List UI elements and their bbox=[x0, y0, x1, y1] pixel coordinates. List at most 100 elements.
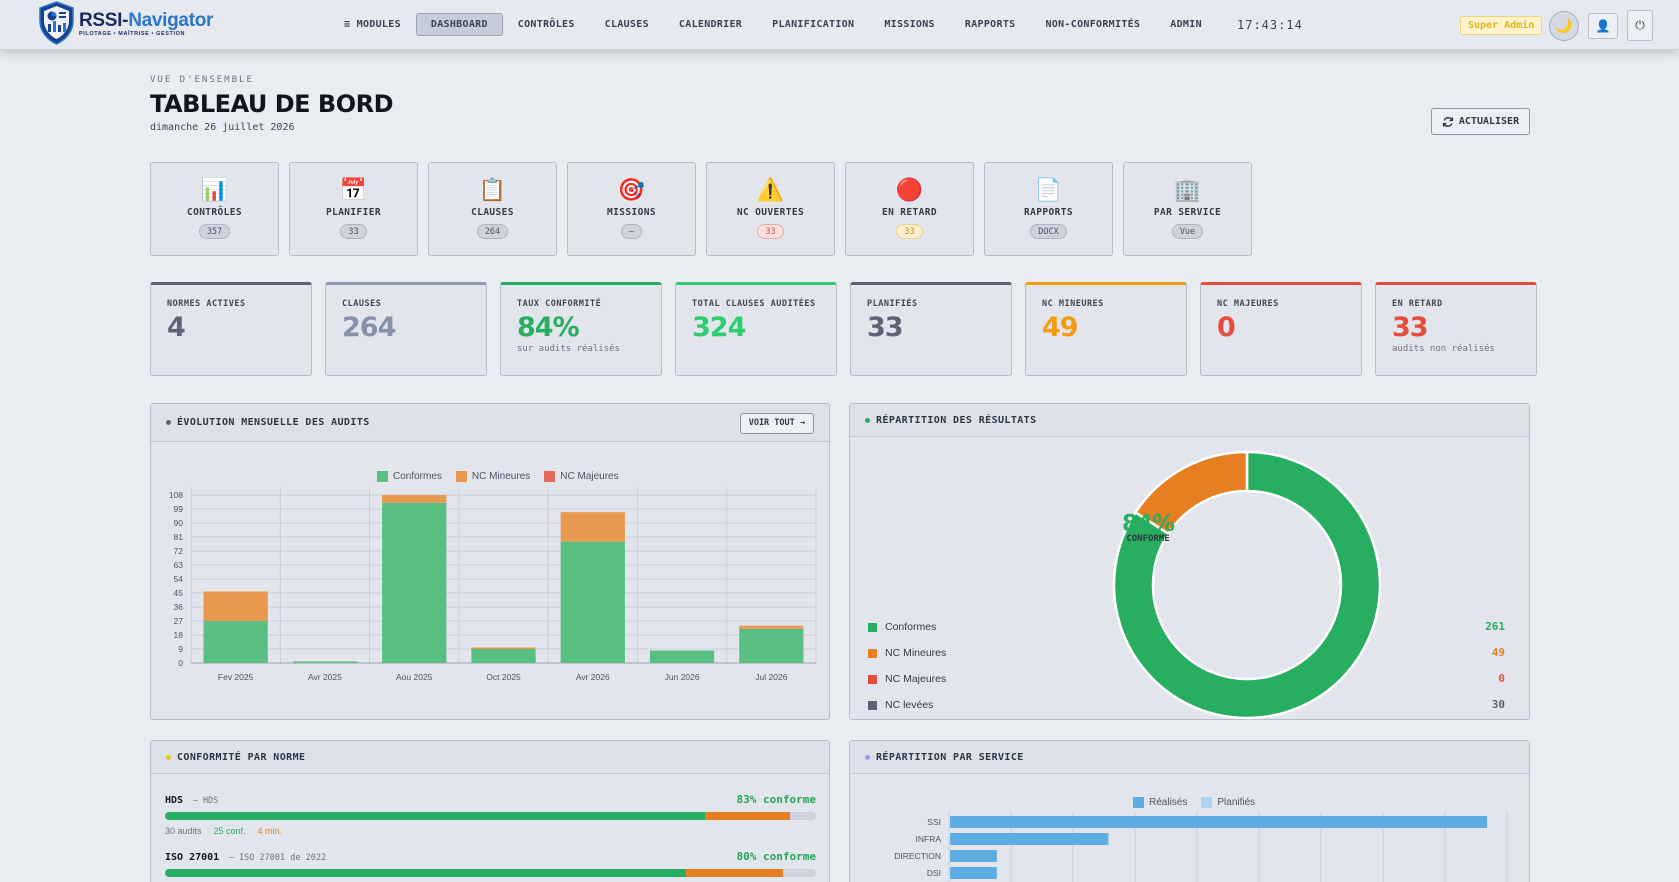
bar-realises-direction[interactable] bbox=[950, 850, 997, 862]
theme-toggle-button[interactable]: 🌙 bbox=[1549, 11, 1579, 41]
legend-item-planifies[interactable]: Planifiés bbox=[1201, 797, 1255, 808]
norm-row-iso-27001[interactable]: ISO 27001 — ISO 27001 de 2022 80% confor… bbox=[165, 845, 816, 882]
y-tick-label: INFRA bbox=[916, 834, 942, 844]
bar-conformes-avr-2025[interactable] bbox=[292, 661, 358, 663]
panel-header: ÉVOLUTION MENSUELLE DES AUDITS VOIR TOUT… bbox=[151, 404, 829, 442]
service-panel: RÉPARTITION PAR SERVICE Réalisés Planifié… bbox=[849, 740, 1530, 882]
monthly-audits-chart: 0 9 18 27 36 45 54 63 72 81 90 99 108 Fev 2025 Avr 202… bbox=[169, 487, 817, 682]
tile-count-badge: Vue bbox=[1171, 224, 1204, 239]
donut-legend-nc-mineures[interactable]: NC Mineures 49 bbox=[868, 640, 1505, 666]
refresh-button[interactable]: ACTUALISER bbox=[1431, 108, 1530, 135]
top-navbar: RSSI-Navigator PILOTAGE • MAÎTRISE • GES… bbox=[0, 0, 1679, 50]
module-tile-par-service[interactable]: 🏢 PAR SERVICE Vue bbox=[1123, 162, 1252, 256]
page-title: TABLEAU DE BORD bbox=[150, 90, 394, 118]
y-tick-label: 72 bbox=[174, 546, 184, 556]
tile-count-badge: – bbox=[620, 224, 643, 239]
user-button[interactable]: 👤 bbox=[1588, 13, 1618, 39]
nav-item-calendrier[interactable]: CALENDRIER bbox=[678, 19, 743, 30]
legend-item-nc-majeures[interactable]: NC Majeures bbox=[544, 471, 619, 482]
nav-item-modules[interactable]: ≡ MODULES bbox=[344, 19, 401, 30]
brand-logo[interactable]: RSSI-Navigator PILOTAGE • MAÎTRISE • GES… bbox=[38, 0, 213, 46]
stat-label: NC MINEURES bbox=[1042, 299, 1104, 309]
donut-legend-nc-levees[interactable]: NC levées 30 bbox=[868, 692, 1505, 718]
legend-item-nc-mineures[interactable]: NC Mineures bbox=[455, 471, 530, 482]
see-all-button[interactable]: VOIR TOUT → bbox=[739, 413, 814, 434]
module-tile-controles[interactable]: 📊 CONTRÔLES 357 bbox=[150, 162, 279, 256]
y-tick-label: 9 bbox=[178, 644, 183, 654]
bar-conformes-oct-2025[interactable] bbox=[471, 649, 536, 663]
refresh-label: ACTUALISER bbox=[1458, 116, 1520, 127]
bar-realises-infra[interactable] bbox=[950, 833, 1109, 845]
bar-conformes-fev-2025[interactable] bbox=[203, 621, 268, 663]
shield-logo-icon bbox=[39, 1, 74, 45]
module-tile-nc-ouvertes[interactable]: ⚠️ NC OUVERTES 33 bbox=[706, 162, 835, 256]
tile-count-badge: 33 bbox=[896, 224, 923, 239]
nav-item-non-conformites[interactable]: NON-CONFORMITÉS bbox=[1045, 19, 1141, 30]
norm-row-hds[interactable]: HDS — HDS 83% conforme 30 audits 25 conf… bbox=[165, 788, 816, 836]
tile-label: EN RETARD bbox=[881, 207, 938, 218]
donut-slice-conformes[interactable] bbox=[1112, 450, 1382, 720]
bar-conformes-avr-2026[interactable] bbox=[560, 541, 625, 663]
logout-button[interactable]: ⏻ bbox=[1627, 10, 1653, 41]
bar-nc-mineures-avr-2026[interactable] bbox=[560, 512, 625, 542]
legend-item-realises[interactable]: Réalisés bbox=[1133, 797, 1187, 808]
legend-value: 49 bbox=[1491, 646, 1505, 659]
stat-card-total-clauses-auditees: TOTAL CLAUSES AUDITÉES 324 bbox=[675, 282, 837, 376]
tile-label: NC OUVERTES bbox=[736, 207, 805, 218]
legend-label: NC levées bbox=[885, 699, 934, 711]
bar-nc-mineures-aou-2025[interactable] bbox=[382, 495, 447, 503]
warning-icon: ⚠️ bbox=[756, 178, 785, 203]
y-tick-label: 36 bbox=[174, 602, 184, 612]
bar-realises-dsi[interactable] bbox=[950, 867, 997, 879]
nav-item-rapports[interactable]: RAPPORTS bbox=[964, 19, 1016, 30]
document-icon: 📄 bbox=[1034, 178, 1063, 203]
stat-card-en-retard: EN RETARD 33 audits non réalisés bbox=[1375, 282, 1537, 376]
nav-item-admin[interactable]: ADMIN bbox=[1170, 19, 1202, 30]
y-tick-label: 54 bbox=[174, 574, 184, 584]
x-tick-label: Fev 2025 bbox=[218, 672, 254, 682]
module-tile-clauses[interactable]: 📋 CLAUSES 264 bbox=[428, 162, 557, 256]
bar-conformes-jun-2026[interactable] bbox=[649, 650, 715, 663]
x-tick-label: Avr 2025 bbox=[308, 672, 342, 682]
nav-item-dashboard[interactable]: DASHBOARD bbox=[415, 13, 503, 36]
stat-card-nc-majeures: NC MAJEURES 0 bbox=[1200, 282, 1362, 376]
results-panel: RÉPARTITION DES RÉSULTATS Conformes 261 … bbox=[849, 403, 1530, 720]
donut-legend-conformes[interactable]: Conformes 261 bbox=[868, 614, 1505, 640]
bar-nc-mineures-fev-2025[interactable] bbox=[203, 591, 268, 621]
y-tick-label: DSI bbox=[927, 868, 941, 878]
norm-name: ISO 27001 bbox=[165, 852, 220, 863]
module-tile-rapports[interactable]: 📄 RAPPORTS DOCX bbox=[984, 162, 1113, 256]
legend-value: 261 bbox=[1485, 620, 1505, 633]
stat-label: TOTAL CLAUSES AUDITÉES bbox=[692, 299, 816, 309]
nav-item-clauses[interactable]: CLAUSES bbox=[604, 19, 649, 30]
legend-label: NC Mineures bbox=[885, 647, 947, 659]
legend-value: 30 bbox=[1491, 698, 1505, 711]
bar-nc-mineures-oct-2025[interactable] bbox=[471, 647, 536, 649]
legend-label: NC Majeures bbox=[560, 471, 619, 482]
page-date: dimanche 26 juillet 2026 bbox=[150, 122, 295, 133]
nav-item-controles[interactable]: CONTRÔLES bbox=[517, 19, 575, 30]
bar-realises-ssi[interactable] bbox=[950, 816, 1488, 828]
y-tick-label: 18 bbox=[174, 630, 184, 640]
donut-legend-nc-majeures[interactable]: NC Majeures 0 bbox=[868, 666, 1505, 692]
tile-count-badge: 33 bbox=[340, 224, 367, 239]
module-tile-en-retard[interactable]: 🔴 EN RETARD 33 bbox=[845, 162, 974, 256]
norm-conform-count: 25 conf. bbox=[213, 826, 246, 836]
chart-legend: Réalisés Planifiés bbox=[1133, 797, 1255, 808]
bar-nc-mineures-jul-2026[interactable] bbox=[739, 625, 804, 629]
nav-item-missions[interactable]: MISSIONS bbox=[884, 19, 935, 30]
donut-legend: Conformes 261 NC Mineures 49 NC Majeures… bbox=[868, 614, 1505, 718]
x-tick-label: Aou 2025 bbox=[396, 672, 433, 682]
norm-progress-bar bbox=[165, 812, 816, 820]
legend-label: Conformes bbox=[393, 471, 442, 482]
bar-conformes-jul-2026[interactable] bbox=[739, 628, 804, 663]
module-tile-missions[interactable]: 🎯 MISSIONS – bbox=[567, 162, 696, 256]
nav-item-planification[interactable]: PLANIFICATION bbox=[772, 19, 855, 30]
tile-label: MISSIONS bbox=[607, 207, 656, 218]
bar-conformes-aou-2025[interactable] bbox=[382, 502, 447, 663]
donut-slice-nc-mineures[interactable] bbox=[1133, 450, 1249, 536]
module-tile-planifier[interactable]: 📅 PLANIFIER 33 bbox=[289, 162, 418, 256]
legend-item-conformes[interactable]: Conformes bbox=[377, 471, 442, 482]
red-circle-icon: 🔴 bbox=[895, 178, 924, 203]
stat-value: 324 bbox=[692, 312, 746, 343]
